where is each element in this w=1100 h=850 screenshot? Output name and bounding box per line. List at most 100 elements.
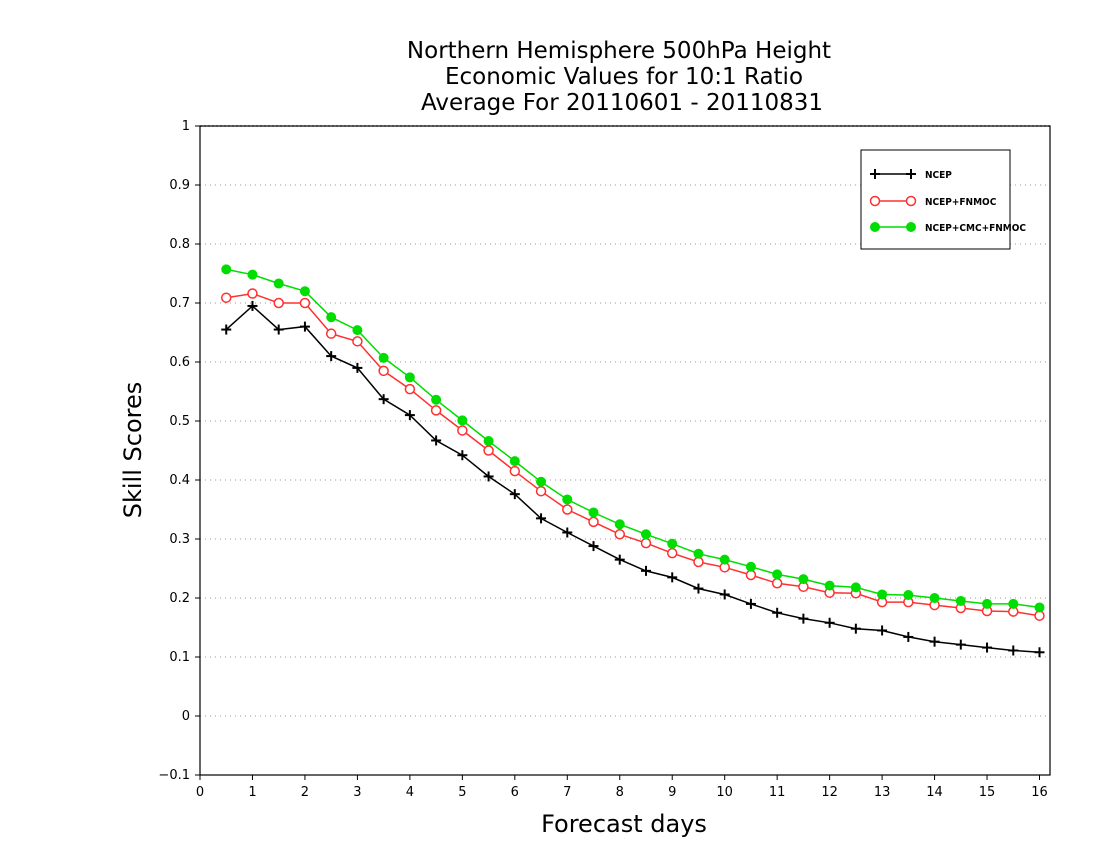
data-point	[1034, 647, 1045, 658]
data-point	[877, 589, 888, 600]
series-layer	[220, 264, 1045, 658]
legend-label: NCEP+CMC+FNMOC	[925, 223, 1026, 234]
x-tick-label: 14	[926, 785, 943, 800]
data-point	[955, 639, 966, 650]
data-point	[745, 561, 756, 572]
x-tick-label: 8	[616, 785, 624, 800]
x-tick-label: 13	[874, 785, 891, 800]
x-tick-label: 1	[248, 785, 256, 800]
legend-marker	[870, 222, 880, 232]
x-tick-label: 3	[353, 785, 361, 800]
x-tick-label: 15	[979, 785, 996, 800]
data-point	[535, 485, 547, 497]
data-point	[693, 583, 704, 594]
series-2	[221, 264, 1045, 613]
data-point	[457, 425, 468, 436]
data-point	[588, 516, 599, 528]
x-axis-title: Forecast days	[541, 810, 707, 838]
y-tick-label: 0.8	[169, 237, 190, 252]
data-point	[929, 636, 940, 647]
legend-label: NCEP	[925, 170, 952, 181]
data-point	[1008, 645, 1019, 656]
series-0	[221, 300, 1045, 658]
data-point	[798, 574, 809, 585]
legend-box	[860, 149, 1011, 250]
chart-title-line-3: Average For 20110601 - 20110831	[421, 90, 823, 116]
data-point	[640, 565, 651, 576]
x-tick-label: 16	[1031, 785, 1048, 800]
x-tick-label: 0	[196, 785, 204, 800]
x-tick-label: 10	[716, 785, 733, 800]
data-point	[273, 297, 284, 309]
y-tick-label: 1	[182, 119, 190, 134]
data-point	[509, 489, 520, 500]
data-point	[562, 527, 573, 538]
data-point	[667, 572, 678, 583]
data-point	[536, 513, 547, 524]
data-point	[247, 288, 258, 299]
data-point	[352, 362, 363, 373]
data-point	[404, 410, 415, 421]
data-point	[247, 269, 258, 280]
data-point	[483, 436, 494, 447]
data-point	[1034, 602, 1045, 613]
x-tick-label: 6	[511, 785, 519, 800]
x-tick-label: 2	[301, 785, 309, 800]
x-tick-label: 5	[458, 785, 466, 800]
data-point	[614, 529, 626, 540]
data-point	[457, 415, 468, 426]
chart-title-line-1: Northern Hemisphere 500hPa Height	[407, 38, 831, 64]
data-point	[588, 507, 599, 518]
series-line	[226, 292, 1040, 617]
data-point	[903, 590, 914, 601]
data-point	[798, 613, 809, 624]
y-tick-label: 0.2	[169, 591, 190, 606]
series-1	[220, 288, 1045, 621]
y-tick-label: 0.4	[169, 473, 190, 488]
data-point	[877, 625, 888, 636]
data-point	[719, 554, 730, 565]
data-point	[509, 465, 521, 477]
data-point	[903, 631, 914, 642]
data-point	[299, 321, 310, 332]
data-point	[640, 537, 652, 549]
data-point	[824, 580, 835, 591]
data-point	[325, 328, 337, 339]
legend: NCEP NCEP+FNMOC NCEP+CMC+FNMOC	[860, 149, 1026, 250]
data-point	[772, 607, 783, 618]
y-tick-label: 0.6	[169, 355, 190, 370]
legend-label: NCEP+FNMOC	[925, 197, 997, 208]
data-point	[352, 336, 363, 347]
axes: −0.100.10.20.30.40.50.60.70.80.910 1 2 3 4 5 6…	[158, 119, 1051, 800]
series-line	[225, 304, 1040, 654]
data-point	[483, 471, 494, 482]
x-tick-label: 9	[668, 785, 676, 800]
x-tick-label: 7	[563, 785, 571, 800]
data-point	[850, 582, 861, 593]
data-point	[273, 324, 284, 335]
data-point	[824, 617, 835, 628]
data-point	[588, 541, 599, 552]
legend-marker	[869, 195, 881, 207]
data-point	[1034, 610, 1045, 621]
y-axis-title: Skill Scores	[119, 382, 147, 519]
chart-title-line-2: Economic Values for 10:1 Ratio	[445, 64, 803, 90]
data-point	[614, 554, 625, 565]
data-point	[509, 456, 520, 467]
data-point	[693, 548, 704, 559]
data-point	[850, 623, 861, 634]
data-point	[614, 519, 625, 530]
data-point	[457, 450, 468, 461]
y-tick-label: 0	[182, 709, 190, 724]
data-point	[772, 569, 783, 580]
data-point	[483, 445, 494, 456]
data-point	[378, 365, 389, 377]
data-point	[326, 312, 337, 323]
legend-marker	[906, 222, 916, 232]
data-point	[536, 476, 547, 487]
data-point	[378, 394, 389, 405]
data-point	[431, 435, 442, 446]
data-point	[247, 300, 258, 311]
data-point	[326, 351, 337, 362]
